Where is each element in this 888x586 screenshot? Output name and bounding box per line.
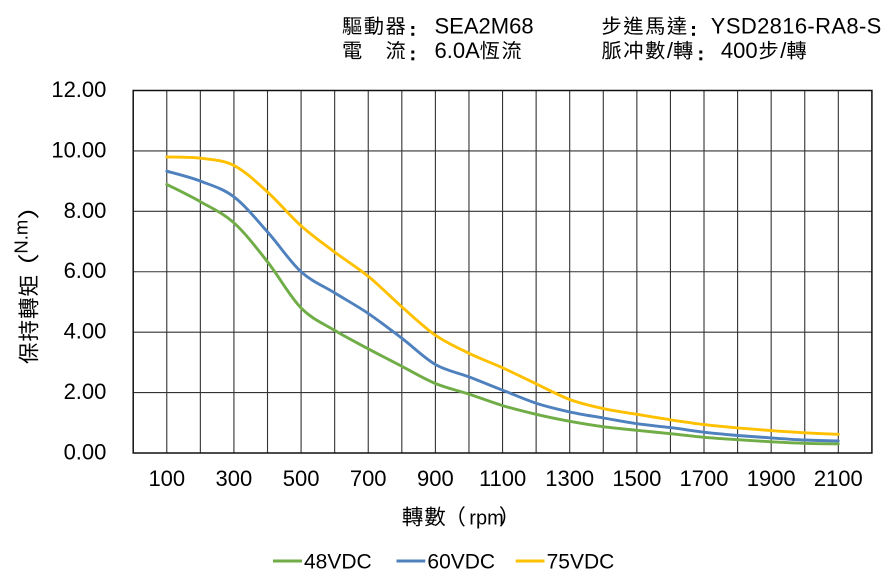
svg-text:1300: 1300 — [545, 466, 594, 491]
svg-text:400: 400 — [721, 38, 758, 63]
svg-text:2100: 2100 — [814, 466, 863, 491]
svg-text:6.0A: 6.0A — [435, 38, 481, 63]
svg-text:4.00: 4.00 — [64, 319, 107, 344]
svg-text:10.00: 10.00 — [51, 137, 106, 162]
svg-text:rpm: rpm — [469, 508, 503, 530]
svg-text:/: / — [667, 38, 674, 63]
svg-text:1500: 1500 — [612, 466, 661, 491]
svg-text:SEA2M68: SEA2M68 — [435, 13, 534, 38]
svg-text:8.00: 8.00 — [64, 198, 107, 223]
svg-text:60VDC: 60VDC — [427, 550, 495, 573]
svg-text:N.m: N.m — [10, 220, 31, 254]
svg-text:900: 900 — [417, 466, 454, 491]
svg-text:700: 700 — [350, 466, 387, 491]
svg-text:1100: 1100 — [479, 466, 526, 491]
svg-text:2.00: 2.00 — [64, 379, 107, 404]
svg-text:YSD2816-RA8-S: YSD2816-RA8-S — [711, 13, 882, 38]
svg-text:100: 100 — [148, 466, 185, 491]
svg-text:300: 300 — [216, 466, 253, 491]
svg-text:500: 500 — [283, 466, 320, 491]
svg-text:6.00: 6.00 — [64, 258, 107, 283]
svg-text:1900: 1900 — [747, 466, 796, 491]
svg-text:12.00: 12.00 — [51, 77, 106, 102]
svg-text:1700: 1700 — [680, 466, 729, 491]
svg-text:/: / — [780, 38, 787, 63]
svg-text:48VDC: 48VDC — [304, 550, 372, 573]
svg-text:0.00: 0.00 — [64, 440, 107, 465]
svg-text:75VDC: 75VDC — [547, 550, 615, 573]
